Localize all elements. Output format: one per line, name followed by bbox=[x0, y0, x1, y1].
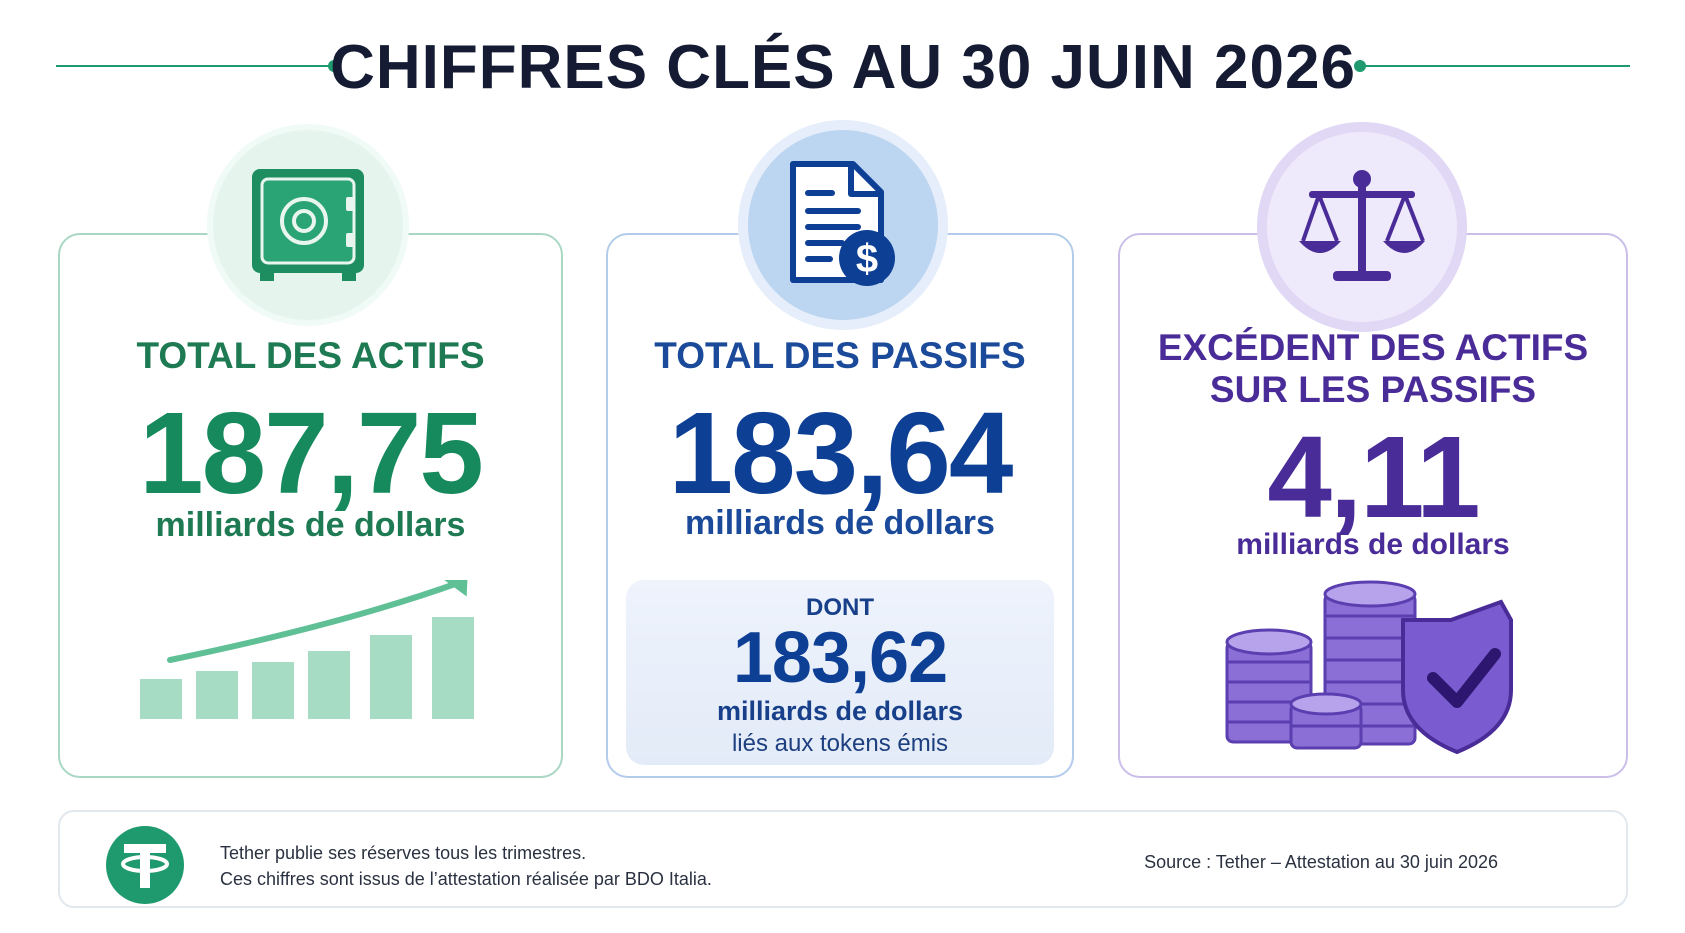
excess-label-line1: EXCÉDENT DES ACTIFS bbox=[1157, 327, 1589, 368]
token-liabilities-unit: milliards de dollars bbox=[716, 696, 964, 726]
total-liabilities-card: TOTAL DES PASSIFS 183,64 milliards de do… bbox=[606, 233, 1074, 778]
page-header: CHIFFRES CLÉS AU 30 JUIN 2026 bbox=[56, 28, 1630, 104]
total-liabilities-label: TOTAL DES PASSIFS bbox=[654, 335, 1026, 376]
excess-badge bbox=[1267, 132, 1457, 322]
total-assets-card: TOTAL DES ACTIFS 187,75 milliards de dol… bbox=[58, 233, 563, 778]
dont-label: DONT bbox=[806, 594, 874, 621]
total-assets-unit: milliards de dollars bbox=[155, 506, 466, 544]
token-liabilities-note: liés aux tokens émis bbox=[731, 730, 949, 757]
invoice-dollar-icon: $ bbox=[790, 161, 895, 286]
page-title: CHIFFRES CLÉS AU 30 JUIN 2026 bbox=[330, 33, 1356, 102]
total-assets-label: TOTAL DES ACTIFS bbox=[136, 335, 485, 376]
tether-logo-icon bbox=[106, 826, 184, 904]
coins-shield-icon bbox=[1225, 580, 1513, 755]
safe-icon bbox=[252, 169, 364, 281]
growth-chart-icon bbox=[140, 580, 474, 719]
excess-label-line2: SUR LES PASSIFS bbox=[1209, 369, 1537, 410]
token-liabilities-value: 183,62 bbox=[732, 618, 948, 698]
liabilities-badge: $ bbox=[748, 130, 938, 320]
footer-info: Tether publie ses réserves tous les trim… bbox=[220, 840, 712, 892]
excess-value: 4,11 bbox=[1267, 412, 1480, 542]
footer-line-1: Tether publie ses réserves tous les trim… bbox=[220, 843, 587, 863]
total-liabilities-value: 183,64 bbox=[668, 388, 1014, 518]
footer: Tether publie ses réserves tous les trim… bbox=[58, 810, 1628, 908]
excess-assets-card: EXCÉDENT DES ACTIFS SUR LES PASSIFS 4,11… bbox=[1118, 233, 1628, 778]
svg-text:$: $ bbox=[856, 237, 878, 281]
header-dot-left bbox=[328, 60, 340, 72]
balance-scale-icon bbox=[1299, 170, 1425, 281]
header-divider-right bbox=[1360, 65, 1630, 67]
token-liabilities-box: DONT 183,62 milliards de dollars liés au… bbox=[626, 580, 1054, 765]
footer-line-2: Ces chiffres sont issus de l’attestation… bbox=[220, 869, 712, 889]
header-divider-left bbox=[56, 65, 334, 67]
source-note: Source : Tether – Attestation au 30 juin… bbox=[1144, 852, 1498, 872]
assets-badge bbox=[213, 130, 403, 320]
total-liabilities-unit: milliards de dollars bbox=[685, 504, 995, 542]
excess-unit: milliards de dollars bbox=[1236, 528, 1510, 561]
total-assets-value: 187,75 bbox=[139, 388, 484, 518]
